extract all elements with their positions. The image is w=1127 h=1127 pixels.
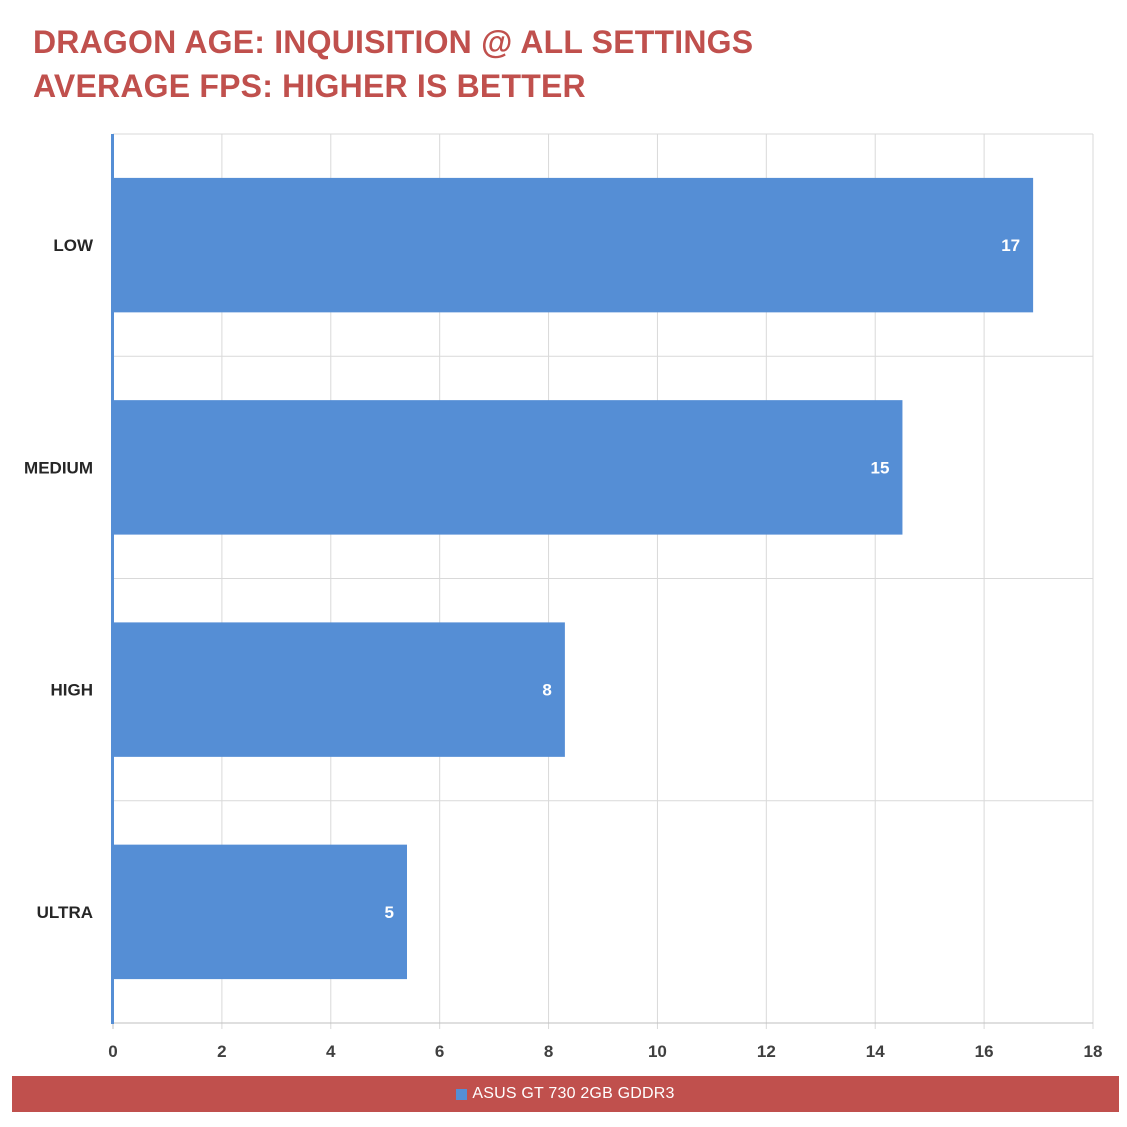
x-tick-label-5: 10 <box>648 1042 667 1061</box>
x-tick-label-7: 14 <box>866 1042 885 1061</box>
category-label-3: ULTRA <box>37 903 93 922</box>
bar-3 <box>113 844 407 980</box>
x-tick-label-8: 16 <box>975 1042 994 1061</box>
category-label-2: HIGH <box>51 681 94 700</box>
bar-2 <box>113 622 565 757</box>
chart-title-line-2: AVERAGE FPS: HIGHER IS BETTER <box>33 68 586 104</box>
category-label-1: MEDIUM <box>24 458 93 477</box>
x-tick-label-4: 8 <box>544 1042 553 1061</box>
data-label-3: 5 <box>385 903 394 922</box>
x-tick-label-1: 2 <box>217 1042 226 1061</box>
data-label-0: 17 <box>1001 236 1020 255</box>
x-tick-label-9: 18 <box>1084 1042 1103 1061</box>
category-label-0: LOW <box>53 236 94 255</box>
bar-1 <box>113 400 903 535</box>
x-tick-label-6: 12 <box>757 1042 776 1061</box>
x-tick-label-0: 0 <box>108 1042 117 1061</box>
legend-label: ASUS GT 730 2GB GDDR3 <box>472 1085 675 1102</box>
legend-band: ASUS GT 730 2GB GDDR3 <box>12 1076 1119 1112</box>
x-tick-label-2: 4 <box>326 1042 336 1061</box>
data-label-2: 8 <box>542 681 551 700</box>
chart-title: DRAGON AGE: INQUISITION @ ALL SETTINGS A… <box>33 20 753 108</box>
x-tick-label-3: 6 <box>435 1042 444 1061</box>
bar-0 <box>113 177 1034 313</box>
legend-swatch <box>456 1088 468 1100</box>
data-label-1: 15 <box>871 458 890 477</box>
chart-title-line-1: DRAGON AGE: INQUISITION @ ALL SETTINGS <box>33 24 754 60</box>
